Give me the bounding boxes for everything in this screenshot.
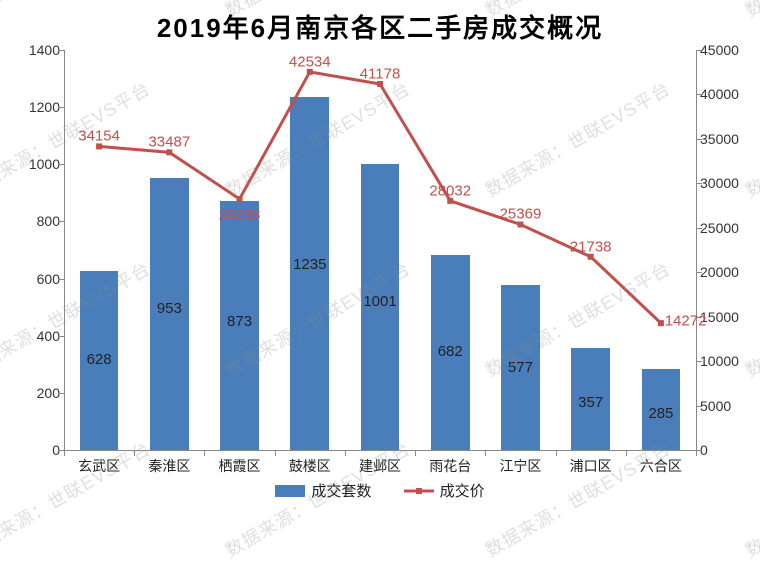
y-right-tickmark	[696, 50, 702, 51]
legend-label-bar: 成交套数	[311, 480, 371, 501]
line-marker	[237, 196, 243, 202]
y-right-tickmark	[696, 272, 702, 273]
x-tickmark	[696, 450, 697, 456]
y-right-tick: 15000	[700, 309, 758, 325]
y-right-tick: 10000	[700, 353, 758, 369]
bar-value-label: 285	[648, 405, 673, 422]
y-right-tick: 25000	[700, 220, 758, 236]
y-left-tick: 800	[0, 213, 60, 229]
x-tickmark	[556, 450, 557, 456]
y-right-tick: 5000	[700, 398, 758, 414]
line-marker	[658, 320, 664, 326]
x-category-label: 秦淮区	[148, 456, 190, 476]
line-value-label: 41178	[360, 65, 401, 82]
x-axis-labels: 玄武区 秦淮区 栖霞区 鼓楼区 建邺区 雨花台 江宁区 浦口区 六合区	[64, 456, 696, 478]
x-category-label: 栖霞区	[219, 456, 261, 476]
bar-value-label: 1235	[293, 256, 326, 273]
bar-value-label: 873	[227, 313, 252, 330]
x-tickmark	[345, 450, 346, 456]
y-left-tick: 600	[0, 271, 60, 287]
y-left-tick: 200	[0, 385, 60, 401]
x-category-label: 鼓楼区	[289, 456, 331, 476]
x-tickmark	[134, 450, 135, 456]
bar-value-label: 953	[157, 300, 182, 317]
line-value-label: 28238	[219, 206, 261, 223]
bar-value-label: 1001	[363, 293, 396, 310]
y-right-tick: 30000	[700, 175, 758, 191]
axis-bottom-line	[64, 450, 696, 451]
axis-right-line	[696, 50, 697, 450]
x-category-label: 浦口区	[570, 456, 612, 476]
x-tickmark	[275, 450, 276, 456]
x-category-label: 六合区	[640, 456, 682, 476]
x-tickmark	[204, 450, 205, 456]
line-value-label: 21738	[570, 238, 612, 255]
y-left-tick: 1000	[0, 156, 60, 172]
x-category-label: 建邺区	[359, 456, 401, 476]
y-right-tickmark	[696, 139, 702, 140]
line-value-label: 42534	[289, 53, 331, 70]
bar-value-label: 577	[508, 359, 533, 376]
x-category-label: 雨花台	[429, 456, 471, 476]
bar-value-label: 628	[87, 351, 112, 368]
line-value-label: 34154	[78, 128, 120, 145]
y-left-tick: 1200	[0, 99, 60, 115]
line-value-label: 14272	[665, 313, 707, 330]
x-tickmark	[485, 450, 486, 456]
x-category-label: 玄武区	[78, 456, 120, 476]
legend-label-line: 成交价	[440, 480, 485, 501]
chart-title: 2019年6月南京各区二手房成交概况	[0, 8, 760, 45]
bar-value-label: 682	[438, 343, 463, 360]
bar-value-label: 357	[578, 394, 603, 411]
x-category-label: 江宁区	[499, 456, 541, 476]
y-right-tick: 0	[700, 442, 758, 458]
legend: 成交套数 成交价	[0, 480, 760, 501]
line-value-label: 28032	[429, 182, 471, 199]
legend-swatch-bar	[275, 485, 305, 497]
plot-area: 628 953 873 1235 1001 682 577 357 285 34154 33487 2…	[64, 50, 696, 450]
y-right-tick: 35000	[700, 131, 758, 147]
line-path	[99, 72, 661, 323]
y-right-tickmark	[696, 361, 702, 362]
y-right-tick: 40000	[700, 86, 758, 102]
x-tickmark	[415, 450, 416, 456]
legend-item-line: 成交价	[404, 480, 485, 501]
y-axis-left: 0200400600800100012001400	[0, 50, 60, 450]
y-axis-right: 0500010000150002000025000300003500040000…	[700, 50, 758, 450]
line-value-label: 25369	[500, 206, 542, 223]
y-left-tick: 0	[0, 442, 60, 458]
y-left-tick: 400	[0, 328, 60, 344]
x-tickmark	[626, 450, 627, 456]
y-right-tickmark	[696, 183, 702, 184]
y-right-tickmark	[696, 228, 702, 229]
y-right-tickmark	[696, 406, 702, 407]
legend-swatch-line	[404, 485, 434, 497]
x-tickmark	[64, 450, 65, 456]
y-right-tickmark	[696, 94, 702, 95]
legend-item-bar: 成交套数	[275, 480, 371, 501]
line-value-label: 33487	[148, 134, 190, 151]
y-right-tick: 20000	[700, 264, 758, 280]
